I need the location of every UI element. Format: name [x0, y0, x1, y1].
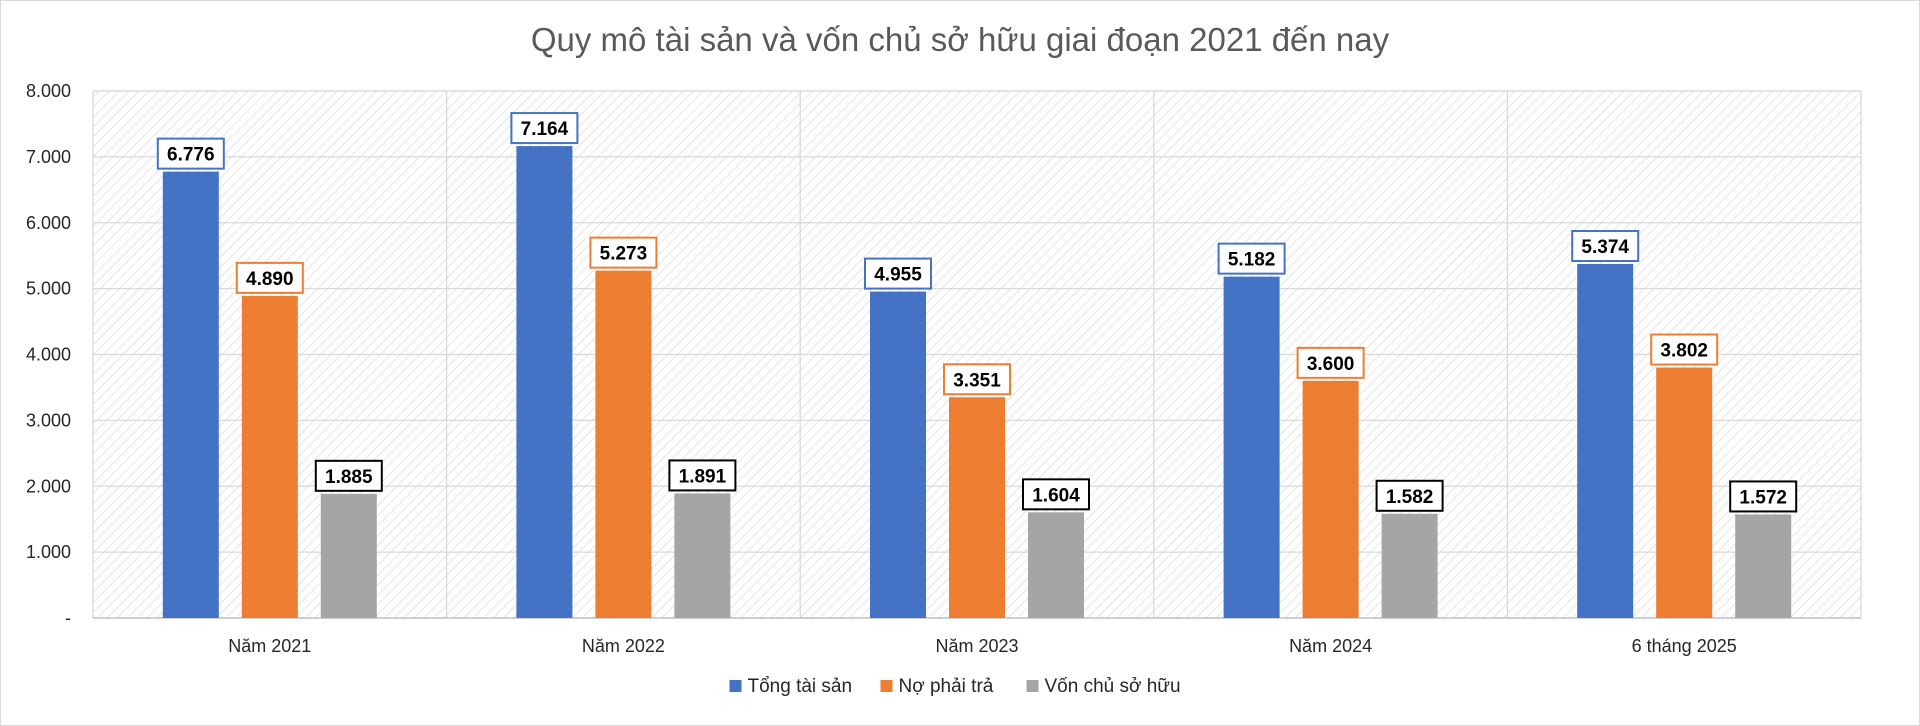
data-label-box [589, 236, 658, 269]
y-tick-label: - [65, 608, 71, 628]
data-label-box [1296, 346, 1365, 379]
chart-title: Quy mô tài sản và vốn chủ sở hữu giai đo… [531, 21, 1390, 58]
data-label-box [864, 257, 932, 290]
y-tick-label: 3.000 [26, 410, 71, 430]
data-label: 3.802 [1660, 341, 1708, 362]
legend-swatch [1026, 680, 1039, 692]
data-label-box [1375, 479, 1444, 512]
data-label: 1.572 [1739, 487, 1787, 508]
axes: - 1.000 2.000 3.000 4.000 5.000 6.000 7.000 8.00… [26, 81, 1861, 656]
legend: Tổng tài sản Nợ phải trả Vốn chủ sở hữu [729, 676, 1181, 697]
legend-swatch [729, 680, 742, 692]
data-label: 1.604 [1032, 485, 1080, 506]
data-label: 6.776 [167, 145, 215, 166]
data-label: 1.891 [679, 466, 727, 487]
data-label: 5.374 [1581, 237, 1629, 258]
data-label: 1.885 [325, 467, 373, 488]
legend-swatch [880, 680, 893, 692]
bar [162, 171, 219, 619]
y-tick-label: 5.000 [26, 279, 71, 299]
x-tick-label: Năm 2022 [582, 636, 665, 656]
bar [1735, 514, 1792, 618]
data-label: 3.600 [1307, 354, 1355, 375]
legend-label: Tổng tài sản [748, 676, 853, 697]
data-label-box [235, 261, 304, 294]
data-label-box [156, 137, 225, 170]
bar [674, 493, 731, 618]
legend-label: Vốn chủ sở hữu [1045, 676, 1181, 697]
x-tick-label: 6 tháng 2025 [1632, 636, 1737, 656]
bar [870, 291, 926, 618]
bars [162, 146, 1792, 619]
y-tick-label: 8.000 [26, 81, 71, 101]
data-label-box [668, 459, 737, 492]
bar [1223, 276, 1280, 618]
y-tick-label: 2.000 [26, 476, 71, 496]
y-tick-label: 7.000 [26, 147, 71, 167]
data-label-box [1571, 229, 1640, 262]
y-tick-label: 4.000 [26, 345, 71, 365]
data-label: 4.890 [246, 269, 294, 290]
legend-label: Nợ phải trả [899, 676, 994, 697]
bar [1302, 380, 1359, 618]
data-label: 3.351 [953, 370, 1001, 391]
y-tick-label: 6.000 [26, 213, 71, 233]
bar [241, 295, 298, 618]
bar [595, 270, 652, 618]
data-label: 4.955 [874, 265, 922, 286]
data-label-box [510, 112, 579, 145]
bar [1028, 512, 1084, 618]
bar [516, 146, 573, 618]
data-labels: 6.776 7.164 4.955 5.182 5.374 4.890 5.273 3.351… [156, 112, 1798, 513]
bar [949, 397, 1005, 618]
data-label: 5.273 [600, 244, 648, 265]
data-label: 5.182 [1228, 250, 1276, 271]
data-label-box [1022, 478, 1090, 511]
data-label-box [1650, 333, 1719, 366]
y-tick-label: 1.000 [26, 542, 71, 562]
x-tick-label: Năm 2024 [1289, 636, 1372, 656]
data-label-box [943, 363, 1011, 396]
bar [1381, 513, 1438, 618]
bar [1577, 263, 1634, 618]
data-label-box [1729, 480, 1798, 513]
data-label: 1.582 [1386, 487, 1434, 508]
data-label: 7.164 [521, 119, 569, 140]
bar [1656, 367, 1713, 618]
data-label-box [314, 459, 383, 492]
x-tick-label: Năm 2023 [935, 636, 1018, 656]
x-tick-label: Năm 2021 [228, 636, 311, 656]
bar [320, 493, 377, 618]
data-label-box [1217, 242, 1286, 275]
